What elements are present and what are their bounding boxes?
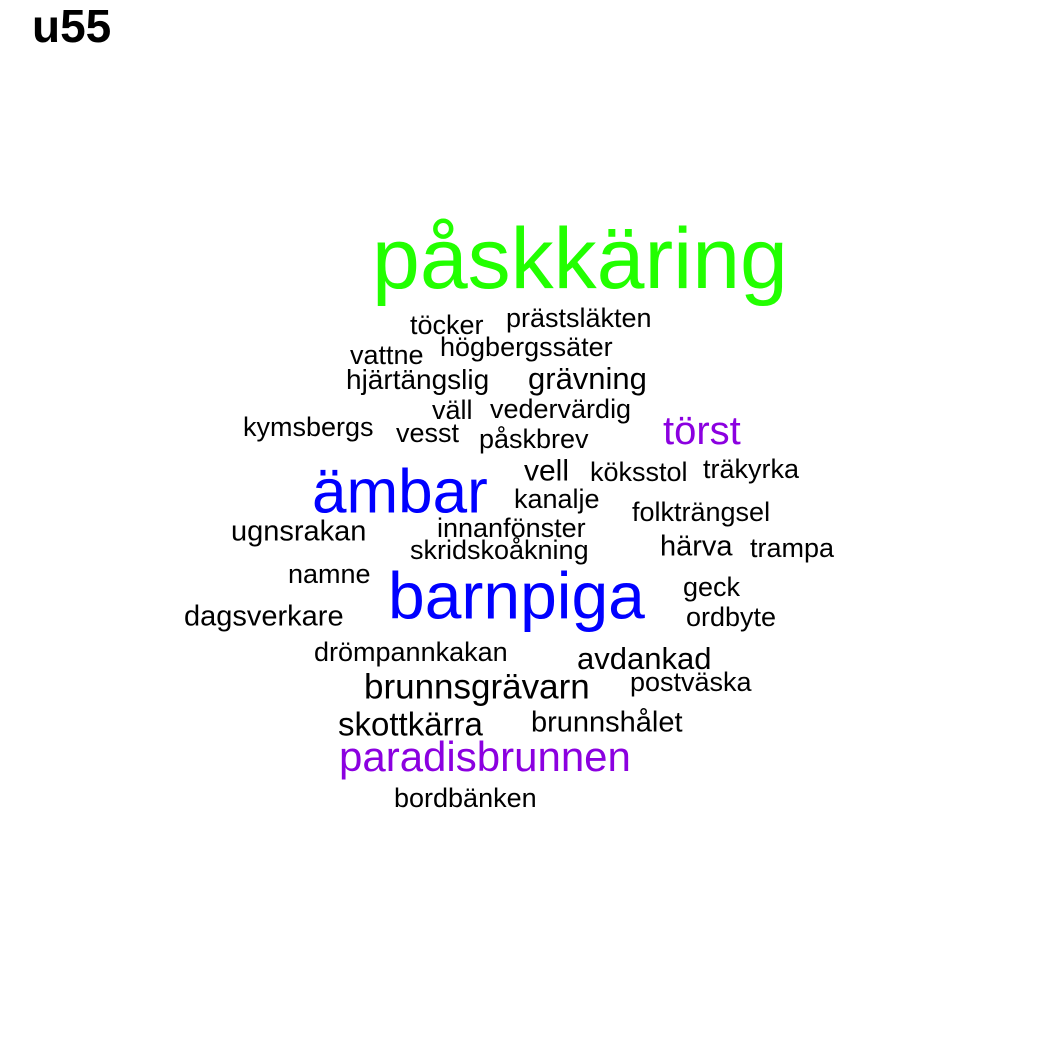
word-ambar: ämbar (312, 457, 488, 527)
word-brunnsgravarn: brunnsgrävarn (364, 667, 590, 707)
word-hjartangslig: hjärtängslig (346, 364, 490, 396)
word-torst: törst (663, 408, 741, 453)
word-drompannkakan: drömpannkakan (314, 636, 508, 667)
word-postvaska: postväska (630, 666, 752, 697)
word-innanfonster: innanfönster (437, 512, 586, 543)
word-vesst: vesst (396, 417, 460, 448)
word-brunnshalet: brunnshålet (531, 706, 683, 739)
word-skridskoakning: skridskoåkning (410, 534, 589, 565)
word-harva: härva (660, 530, 733, 563)
word-ugnsrakan: ugnsrakan (231, 515, 367, 548)
word-trampa: trampa (750, 532, 835, 563)
word-gravning: grävning (528, 360, 647, 396)
word-dagsverkare: dagsverkare (184, 600, 344, 633)
word-ordbyte: ordbyte (686, 601, 777, 632)
word-prastslakten: prästsläkten (506, 302, 652, 333)
word-paradisbrunnen: paradisbrunnen (339, 733, 631, 781)
word-geck: geck (683, 571, 741, 602)
word-skottkarra: skottkärra (338, 705, 483, 743)
word-vattne: vattne (350, 339, 424, 370)
word-kymsbergs: kymsbergs (243, 411, 374, 442)
word-kanalje: kanalje (514, 483, 600, 514)
word-barnpiga: barnpiga (388, 558, 645, 633)
word-vell: vell (524, 454, 570, 488)
word-hogbergssater: högbergssäter (440, 331, 613, 362)
word-folktrangsel: folkträngsel (632, 496, 771, 527)
word-koksstol: köksstol (590, 456, 688, 487)
word-avdankad: avdankad (577, 640, 712, 676)
word-trakyrka: träkyrka (703, 453, 800, 484)
page-title: u55 (32, 0, 112, 52)
word-bordbanken: bordbänken (394, 782, 537, 813)
word-vedervardig: vedervärdig (490, 393, 632, 424)
word-paskbrev: påskbrev (479, 423, 589, 454)
word-paskkaring: påskkäring (372, 210, 788, 307)
word-namne: namne (288, 558, 371, 589)
word-tocker: töcker (410, 309, 484, 340)
word-vall: väll (432, 394, 473, 425)
